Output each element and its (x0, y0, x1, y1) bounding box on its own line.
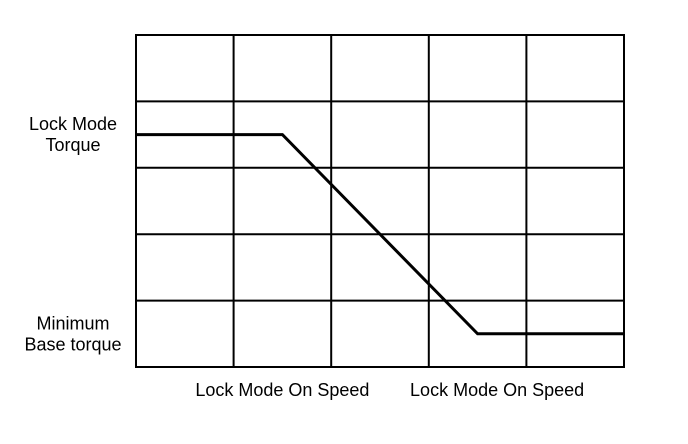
x-label-lock-mode-on-speed: Lock Mode On Speed (195, 380, 369, 400)
y-label-minimum-base-torque: Minimum Base torque (24, 313, 121, 354)
y-label-lock-mode-torque: Lock Mode Torque (29, 114, 117, 155)
series-layer (136, 133, 624, 336)
grid-lines (136, 35, 624, 367)
x-axis-labels: Lock Mode On Speed Lock Mode On Speed (195, 380, 584, 400)
x-label-lock-mode-on-speed: Lock Mode On Speed (410, 380, 584, 400)
y-axis-labels: Lock Mode Torque Minimum Base torque (24, 114, 121, 354)
torque-series-line (136, 133, 624, 336)
plot-frame (135, 34, 625, 368)
